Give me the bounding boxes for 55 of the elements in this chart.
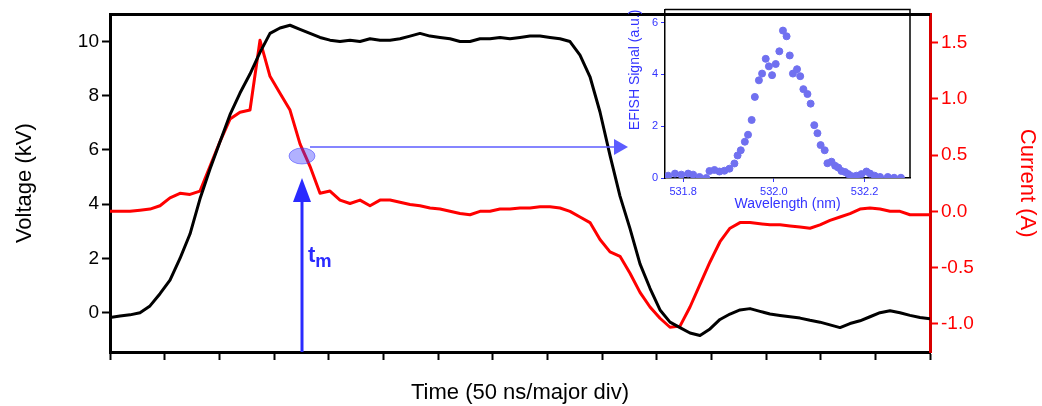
y-tick-label: 10 [77,29,99,51]
annotation: t$_{m}$ [308,242,332,273]
point [768,71,777,80]
y-tick-label: 8 [88,83,99,105]
point [775,47,784,56]
point [758,69,767,78]
x-tick-label: 532.0 [760,184,788,197]
point [730,159,739,168]
x-axis-title: Time (50 ns/major div) [410,378,630,404]
point [754,76,763,85]
point [670,169,679,178]
y-tick-label: 6 [651,15,658,28]
point [761,54,770,63]
point [816,141,825,150]
point [725,164,734,173]
point [689,170,698,178]
y-axis-title: Voltage (kV) [11,123,37,244]
y-tick-label: 6 [88,138,99,160]
point [796,72,805,81]
y2-tick-label: 1.5 [941,30,968,52]
x-tick-label: 531.8 [669,184,697,197]
point [788,69,797,78]
y2-tick-label: -1.0 [941,312,974,334]
point [803,90,812,99]
point [771,60,780,69]
y-axis-title: EFISH Signal (a.u.) [626,9,643,131]
point [764,62,773,71]
point [782,32,791,41]
y-tick-label: 2 [88,246,99,268]
point [750,92,759,101]
point [793,65,802,74]
y2-tick-label: 0.5 [941,143,968,165]
point [744,130,753,139]
y-tick-label: 0 [651,171,658,184]
point [813,129,822,138]
point [747,115,756,124]
point [736,146,745,155]
x-axis-title: Wavelength (nm) [734,195,841,212]
point [740,137,749,146]
point [806,99,815,108]
point [778,26,787,35]
y-tick-label: 4 [651,67,658,80]
y-tick-label: 2 [651,119,658,132]
y2-tick-label: 1.0 [941,87,968,109]
point [677,170,686,178]
y-tick-label: 0 [88,300,99,322]
y-tick-label: 4 [88,192,100,214]
x-tick-label: 532.2 [850,184,879,197]
y2-tick-label: 0.0 [941,199,968,221]
y2-axis-title: Current (A) [1015,128,1041,238]
point [785,51,794,60]
point [665,171,673,178]
point [820,146,829,155]
y2-tick-label: -0.5 [941,255,974,277]
point [810,121,819,130]
